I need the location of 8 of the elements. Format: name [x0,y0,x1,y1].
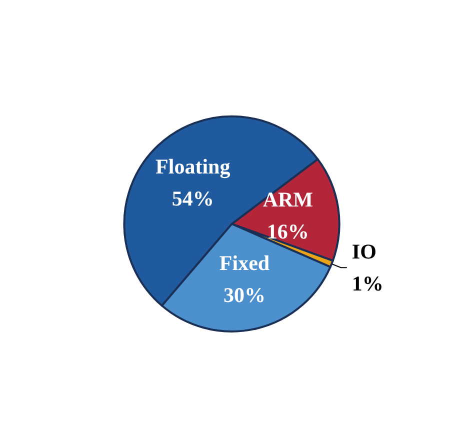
data-label: 16% [266,220,309,244]
slice-label: Fixed [219,251,270,276]
slice-label: Floating [156,154,231,179]
data-label: 1% [352,272,384,296]
slice-label: ARM [262,188,314,212]
data-label: 30% [223,283,266,308]
data-label: 54% [172,186,214,211]
slice-label: IO [352,240,376,264]
